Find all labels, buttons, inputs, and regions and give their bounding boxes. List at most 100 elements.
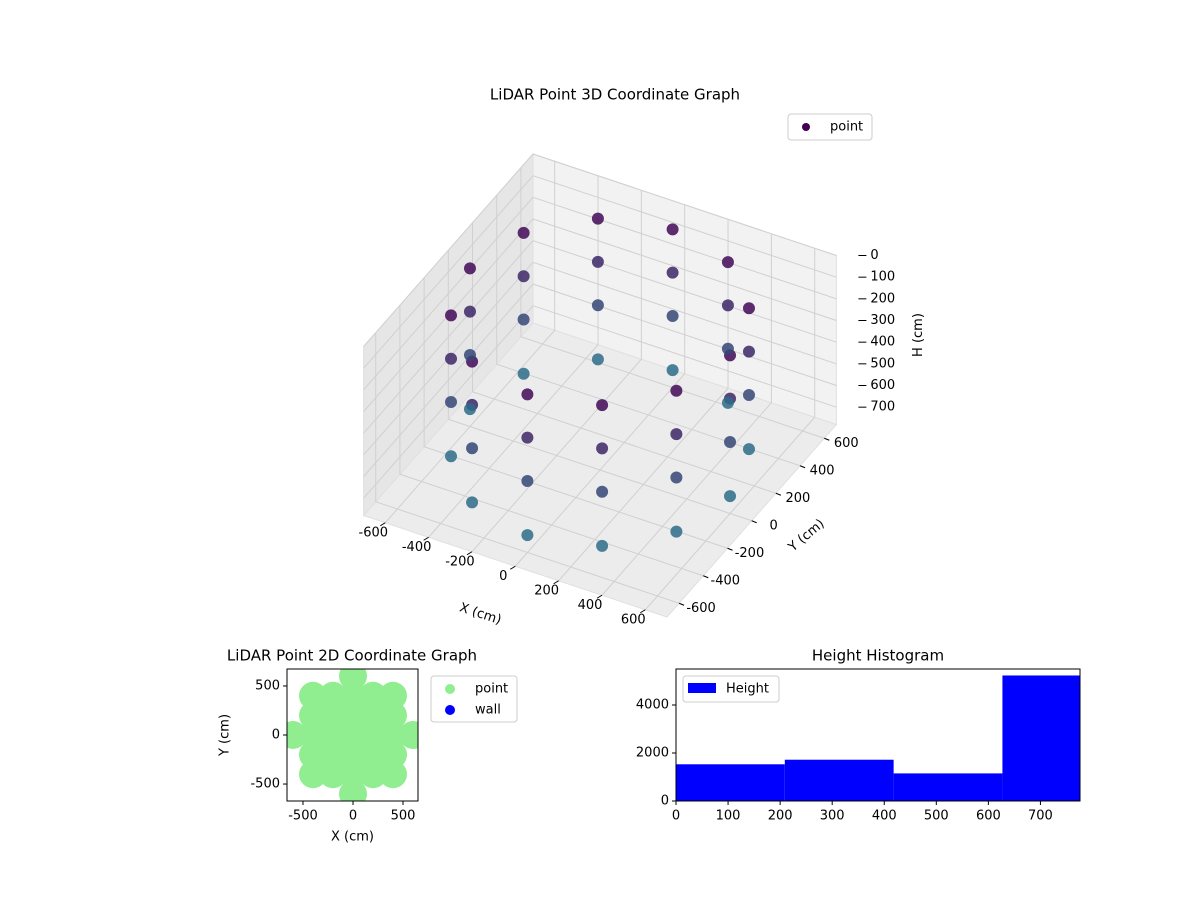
point xyxy=(299,701,327,730)
x-tick-label: 400 xyxy=(872,809,897,824)
grid-line xyxy=(532,175,837,278)
x-tick-label: 200 xyxy=(768,809,793,824)
x-tick-label: 0 xyxy=(499,569,507,584)
x-tick-label: 100 xyxy=(716,809,741,824)
point xyxy=(721,299,734,312)
z-tick-label: 600 xyxy=(870,378,895,393)
legend-marker xyxy=(802,123,810,131)
point xyxy=(517,313,530,326)
point xyxy=(379,740,407,769)
x-axis-label: X (cm) xyxy=(331,830,374,845)
y-tick-label: -400 xyxy=(711,573,741,588)
z-axis-label: H (cm) xyxy=(911,313,926,357)
z-tick-label: 0 xyxy=(870,248,878,263)
x-tick xyxy=(423,536,429,541)
point xyxy=(670,428,683,441)
x-tick xyxy=(596,594,603,599)
grid-line xyxy=(532,153,837,256)
point xyxy=(742,345,755,358)
point xyxy=(521,388,534,401)
point xyxy=(359,721,387,749)
y-tick-label: 200 xyxy=(785,491,810,506)
point xyxy=(339,681,367,710)
point xyxy=(517,270,530,283)
z-tick-label: 300 xyxy=(870,313,895,328)
y-tick xyxy=(751,520,757,524)
point xyxy=(463,305,476,318)
point xyxy=(463,403,476,416)
point xyxy=(596,442,609,455)
y-tick xyxy=(727,547,733,551)
legend-marker xyxy=(688,683,716,693)
legend-label: point xyxy=(830,120,863,135)
x-tick-label: 600 xyxy=(621,612,646,627)
point xyxy=(359,701,387,730)
point xyxy=(517,367,530,380)
point xyxy=(339,701,367,730)
point xyxy=(596,399,609,412)
chart-title: Height Histogram xyxy=(812,647,944,665)
point xyxy=(445,396,458,409)
grid-line xyxy=(532,261,837,365)
z-tick-label: 700 xyxy=(870,400,895,415)
point xyxy=(319,701,347,730)
legend-label: wall xyxy=(475,703,501,718)
point xyxy=(319,721,347,749)
grid-line xyxy=(532,196,837,300)
point xyxy=(591,255,604,268)
point xyxy=(445,309,458,322)
y-axis-label: Y (cm) xyxy=(785,516,828,555)
point xyxy=(299,721,327,749)
point xyxy=(339,721,367,749)
point xyxy=(379,681,407,710)
x-tick xyxy=(510,565,516,570)
point xyxy=(721,342,734,355)
point xyxy=(379,721,407,749)
x-tick xyxy=(380,522,386,527)
point xyxy=(299,681,327,710)
legend-marker xyxy=(445,684,455,694)
y-tick-label: 600 xyxy=(834,436,859,451)
y-tick-label: 2000 xyxy=(636,746,669,761)
point xyxy=(379,760,407,789)
point xyxy=(742,443,755,456)
x-tick xyxy=(466,551,473,556)
grid-line xyxy=(448,418,752,522)
point xyxy=(466,442,479,455)
point xyxy=(299,760,327,789)
plot-frame xyxy=(675,668,1081,802)
grid-line xyxy=(363,283,534,477)
point xyxy=(379,701,407,730)
point xyxy=(591,212,604,225)
grid-line xyxy=(363,240,534,434)
point xyxy=(517,226,530,239)
x-tick-label: -600 xyxy=(359,525,389,540)
point xyxy=(319,740,347,769)
point xyxy=(670,384,683,397)
y-tick xyxy=(775,492,782,496)
legend-marker xyxy=(445,705,455,715)
x-tick-label: 500 xyxy=(924,809,949,824)
point xyxy=(466,496,479,509)
point xyxy=(339,740,367,769)
point xyxy=(591,299,604,312)
grid-line xyxy=(472,391,777,494)
point xyxy=(521,431,534,444)
point xyxy=(721,256,734,269)
bar xyxy=(893,773,1003,801)
y-tick-label: -600 xyxy=(686,601,716,616)
point xyxy=(724,436,737,448)
x-tick-label: -500 xyxy=(288,809,318,824)
y-tick-label: 0 xyxy=(770,518,778,533)
point xyxy=(359,760,387,789)
x-tick-label: 700 xyxy=(1028,809,1053,824)
point xyxy=(666,364,679,377)
bar xyxy=(1002,675,1080,801)
grid-line xyxy=(375,501,680,604)
x-tick-label: 200 xyxy=(534,583,559,598)
x-tick-label: 400 xyxy=(578,598,603,613)
y-tick-label: 500 xyxy=(255,678,280,693)
x-tick-label: 0 xyxy=(349,809,357,824)
y-tick-label: -500 xyxy=(250,777,280,792)
point xyxy=(445,352,458,365)
